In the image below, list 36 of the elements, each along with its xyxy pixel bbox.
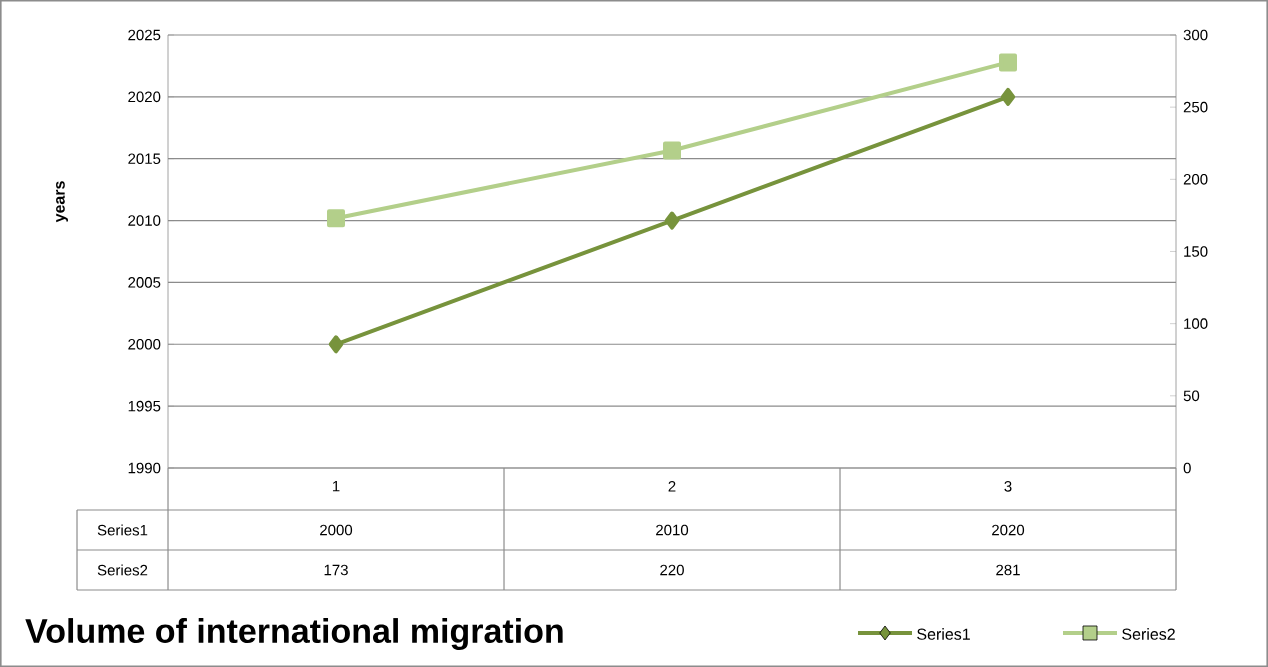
point [327, 209, 346, 228]
y-tick-label: 2005 [128, 277, 161, 288]
point [664, 211, 680, 230]
point [663, 141, 682, 160]
y2-tick-label: 300 [1183, 29, 1208, 41]
x-tick-label: 1 [332, 481, 340, 492]
data-label: 2010 [656, 524, 689, 536]
y2-tick-label: 200 [1183, 174, 1208, 185]
legend-label: Series1 [917, 628, 970, 640]
point [1000, 87, 1016, 106]
point [999, 53, 1018, 72]
data-label: 281 [996, 564, 1020, 576]
text: Series2 [97, 564, 148, 576]
x-tick-label: 2 [668, 481, 676, 492]
data-label: 173 [324, 564, 348, 576]
y-tick-label: 2015 [128, 153, 161, 165]
y-tick-label: 2000 [128, 338, 161, 350]
text: Volume of international migration [25, 618, 563, 650]
data-label: 220 [660, 564, 684, 576]
y2-tick-label: 150 [1184, 246, 1208, 257]
y2-tick-label: 100 [1184, 318, 1208, 329]
text: Series1 [97, 524, 148, 536]
y2-tick-label: 250 [1183, 101, 1208, 113]
y-tick-label: 1990 [128, 462, 161, 474]
point [328, 335, 344, 354]
legend-label: Series2 [1122, 628, 1175, 640]
y2-tick-label: 0 [1183, 462, 1191, 474]
x-tick-label: 3 [1004, 481, 1012, 492]
data-label: 2000 [320, 524, 353, 536]
y2-tick-label: 50 [1183, 390, 1200, 402]
y-tick-label: 1995 [128, 400, 161, 412]
y-axis-title: years [56, 181, 68, 223]
y-tick-label: 2025 [128, 29, 161, 41]
y-tick-label: 2020 [128, 91, 161, 103]
data-label: 2020 [992, 524, 1025, 536]
y-tick-label: 2010 [128, 215, 161, 226]
